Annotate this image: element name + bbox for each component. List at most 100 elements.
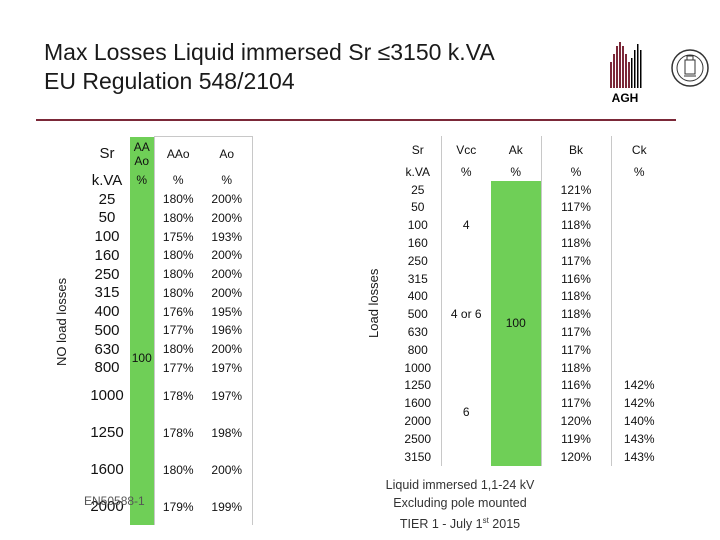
load-axis-label: Load losses bbox=[366, 268, 381, 338]
no-load-row: 500 177% 196% bbox=[84, 321, 253, 340]
footnote-tier: TIER 1 - July 1 bbox=[399, 517, 483, 532]
ao-value: 196% bbox=[202, 321, 253, 340]
ck-value bbox=[610, 340, 667, 359]
sr-value: 1600 bbox=[90, 461, 124, 479]
ck-value: 142% bbox=[610, 376, 667, 395]
footnote-line-1: Liquid immersed 1,1-24 kV bbox=[385, 478, 535, 492]
sr-value: 250 bbox=[94, 265, 120, 283]
aao-value: 180% bbox=[153, 451, 202, 489]
sr-value: 100 bbox=[407, 218, 428, 233]
no-load-row: 2000 179% 199% bbox=[84, 488, 253, 526]
title-line-1: Max Losses Liquid immersed Sr ≤3150 k.VA bbox=[44, 39, 495, 65]
bk-value: 117% bbox=[540, 198, 611, 217]
aao-value: 177% bbox=[153, 321, 202, 340]
no-load-row: 1000 178% 197% bbox=[84, 377, 253, 415]
load-row: 1250 116% 142% bbox=[395, 376, 667, 395]
ck-value bbox=[610, 180, 667, 199]
bk-value: 116% bbox=[540, 376, 611, 395]
header-ck: Ck bbox=[610, 136, 667, 163]
bk-value: 117% bbox=[540, 251, 611, 270]
header-sr: Sr bbox=[99, 145, 115, 163]
footnote-line-2: Excluding pole mounted bbox=[393, 496, 527, 510]
aao-value: 180% bbox=[153, 264, 202, 284]
ck-value bbox=[610, 287, 667, 306]
load-units-row: k.VA % % % % bbox=[395, 163, 667, 181]
bk-value: 117% bbox=[540, 394, 611, 413]
ao-value: 199% bbox=[202, 488, 253, 526]
ck-value: 143% bbox=[610, 447, 667, 466]
sr-value: 630 bbox=[407, 325, 428, 340]
sr-value: 160 bbox=[94, 246, 120, 264]
ak-column: 100 bbox=[491, 180, 541, 466]
sr-value: 3150 bbox=[404, 449, 432, 464]
footnote-line-3: TIER 1 - July 1st 2015 bbox=[360, 512, 560, 533]
aao-value: 176% bbox=[153, 302, 202, 321]
aao-value: 178% bbox=[153, 377, 202, 415]
ck-value bbox=[610, 323, 667, 341]
sr-value: 400 bbox=[94, 303, 120, 321]
sr-value: 25 bbox=[98, 190, 116, 208]
vcc-group-3: 6 bbox=[440, 358, 491, 466]
bk-value: 118% bbox=[540, 305, 611, 324]
no-load-axis-label: NO load losses bbox=[54, 277, 69, 366]
sr-value: 1000 bbox=[90, 387, 124, 405]
header-bk: Bk bbox=[540, 136, 611, 163]
standard-label: EN50588-1 bbox=[84, 494, 145, 508]
ao-value: 200% bbox=[202, 264, 253, 284]
unit-sr: k.VA bbox=[91, 171, 123, 189]
bk-value: 117% bbox=[540, 340, 611, 359]
unit-ck: % bbox=[610, 163, 667, 181]
header-ak: Ak bbox=[508, 142, 523, 157]
ck-value: 142% bbox=[610, 394, 667, 413]
ao-value: 197% bbox=[202, 377, 253, 415]
sr-value: 500 bbox=[94, 321, 120, 339]
bk-value: 118% bbox=[540, 216, 611, 235]
unit-ao: % bbox=[202, 171, 253, 190]
sr-value: 50 bbox=[98, 209, 116, 227]
sr-value: 1250 bbox=[90, 424, 124, 442]
aao-value: 178% bbox=[153, 414, 202, 452]
no-load-row: 1250 178% 198% bbox=[84, 414, 253, 452]
no-load-row: 100 175% 193% bbox=[84, 227, 253, 246]
footnote-sup: st bbox=[482, 516, 489, 525]
bk-value: 116% bbox=[540, 269, 611, 288]
load-row: 160 118% bbox=[395, 234, 667, 252]
no-load-losses-table: Sr AAAo AAo Ao k.VA % % % 25 100 180% 200% 5… bbox=[84, 136, 253, 526]
ao-value: 195% bbox=[202, 302, 253, 321]
ao-value: 197% bbox=[202, 358, 253, 378]
aao-value: 180% bbox=[153, 283, 202, 303]
slide-title: Max Losses Liquid immersed Sr ≤3150 k.VA… bbox=[44, 38, 495, 96]
load-row: 500 118% bbox=[395, 305, 667, 324]
load-row: 400 118% bbox=[395, 287, 667, 306]
aao-value: 180% bbox=[153, 246, 202, 265]
unit-ak: % bbox=[510, 164, 522, 179]
header-sr: Sr bbox=[411, 142, 424, 157]
no-load-row: 50 180% 200% bbox=[84, 208, 253, 228]
aaao-column: 100 bbox=[130, 189, 154, 526]
sr-value: 1250 bbox=[404, 378, 432, 393]
aao-value: 177% bbox=[153, 358, 202, 378]
load-row: 800 117% bbox=[395, 340, 667, 359]
load-row: 50 117% bbox=[395, 198, 667, 217]
sr-value: 2500 bbox=[404, 431, 432, 446]
load-header-row: Sr Vcc Ak Bk Ck bbox=[395, 136, 667, 163]
ck-value: 140% bbox=[610, 412, 667, 430]
sr-value: 160 bbox=[407, 236, 428, 251]
ck-value bbox=[610, 305, 667, 324]
unit-vcc: % bbox=[440, 163, 491, 181]
header-vcc: Vcc bbox=[440, 136, 491, 163]
sr-value: 800 bbox=[407, 342, 428, 357]
header-aao: AAo bbox=[153, 136, 202, 171]
vcc-group-2: 4 or 6 bbox=[440, 269, 491, 359]
sr-value: 25 bbox=[411, 182, 425, 197]
no-load-units-row: k.VA % % % bbox=[84, 171, 253, 190]
sr-value: 100 bbox=[94, 228, 120, 246]
load-row: 3150 120% 143% bbox=[395, 447, 667, 466]
header-aaao: AAAo bbox=[130, 136, 154, 171]
no-load-header-row: Sr AAAo AAo Ao bbox=[84, 136, 253, 171]
title-divider bbox=[36, 119, 676, 121]
load-row: 100 118% bbox=[395, 216, 667, 235]
load-row: 1600 117% 142% bbox=[395, 394, 667, 413]
footnote: Liquid immersed 1,1-24 kV Excluding pole… bbox=[360, 476, 560, 533]
load-row: 315 4 or 6 116% bbox=[395, 269, 667, 359]
